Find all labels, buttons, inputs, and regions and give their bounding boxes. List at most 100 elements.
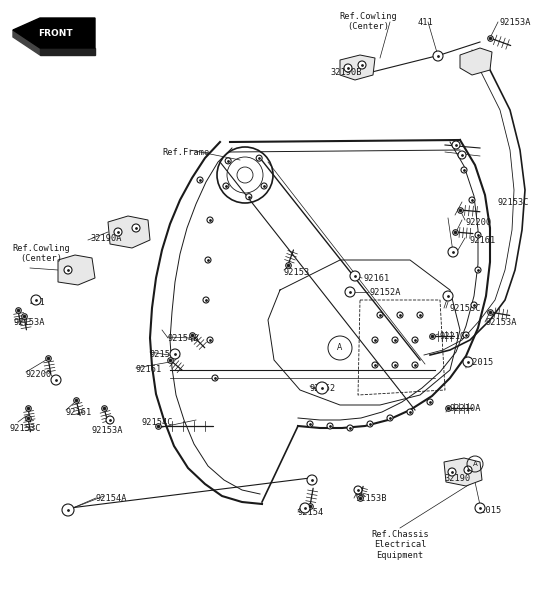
Text: 92153C: 92153C — [449, 304, 480, 313]
Polygon shape — [13, 30, 40, 55]
Text: 92200: 92200 — [466, 218, 492, 227]
Text: 92153A: 92153A — [14, 318, 46, 327]
Circle shape — [372, 337, 378, 343]
Circle shape — [114, 228, 122, 236]
Circle shape — [448, 247, 458, 257]
Circle shape — [463, 332, 469, 338]
Circle shape — [469, 197, 475, 203]
Polygon shape — [460, 48, 492, 75]
Text: A: A — [473, 461, 478, 467]
Circle shape — [448, 468, 456, 476]
Polygon shape — [58, 255, 95, 285]
Text: Ref.Cowling
(Center): Ref.Cowling (Center) — [339, 12, 397, 31]
Text: 92153C: 92153C — [497, 198, 528, 207]
Circle shape — [51, 375, 61, 385]
Text: A: A — [338, 343, 343, 352]
Text: 92152A: 92152A — [370, 288, 402, 297]
Circle shape — [407, 409, 413, 415]
Circle shape — [464, 466, 472, 474]
Text: 92152: 92152 — [310, 384, 336, 393]
Text: 32190B: 32190B — [330, 68, 362, 77]
Polygon shape — [444, 458, 482, 486]
Circle shape — [261, 183, 267, 189]
Circle shape — [433, 51, 443, 61]
Text: Ref.Chassis
Electrical
Equipment: Ref.Chassis Electrical Equipment — [371, 530, 429, 560]
Circle shape — [300, 503, 310, 513]
Circle shape — [417, 312, 423, 318]
Circle shape — [412, 337, 418, 343]
Text: 92161: 92161 — [136, 365, 162, 374]
Circle shape — [307, 421, 313, 427]
Circle shape — [427, 399, 433, 405]
Text: 32190A: 32190A — [90, 234, 122, 243]
Text: 92015: 92015 — [476, 506, 502, 515]
Text: 92210: 92210 — [440, 332, 466, 341]
Circle shape — [345, 287, 355, 297]
Circle shape — [358, 61, 366, 69]
Text: 92161: 92161 — [66, 408, 92, 417]
Text: 92200: 92200 — [26, 370, 52, 379]
Circle shape — [327, 423, 333, 429]
Text: 92154B: 92154B — [168, 334, 200, 343]
Text: 92153A: 92153A — [92, 426, 123, 435]
Circle shape — [31, 295, 41, 305]
Circle shape — [372, 362, 378, 368]
Text: 92210A: 92210A — [450, 404, 482, 413]
Circle shape — [475, 232, 481, 238]
Text: 92153C: 92153C — [10, 424, 41, 433]
Text: 411: 411 — [30, 298, 46, 307]
Circle shape — [223, 183, 229, 189]
Circle shape — [207, 337, 213, 343]
Text: 32190: 32190 — [444, 474, 470, 483]
Circle shape — [458, 151, 466, 159]
Text: 92161: 92161 — [363, 274, 389, 283]
Circle shape — [246, 194, 252, 200]
Text: 92153A: 92153A — [500, 18, 532, 27]
Circle shape — [62, 504, 74, 516]
Text: 92152A: 92152A — [150, 350, 181, 359]
Text: 92161: 92161 — [469, 236, 496, 245]
Text: 92154C: 92154C — [142, 418, 174, 427]
Text: 92153A: 92153A — [485, 318, 517, 327]
Text: FRONT: FRONT — [38, 28, 73, 37]
Circle shape — [350, 271, 360, 281]
Circle shape — [392, 337, 398, 343]
Circle shape — [397, 312, 403, 318]
Circle shape — [256, 155, 262, 161]
Circle shape — [132, 224, 140, 232]
Circle shape — [316, 382, 328, 394]
Text: 92015: 92015 — [468, 358, 494, 367]
Text: Ref.Frame: Ref.Frame — [162, 148, 209, 157]
Circle shape — [443, 291, 453, 301]
Polygon shape — [13, 18, 95, 48]
Circle shape — [387, 415, 393, 421]
Polygon shape — [108, 216, 150, 248]
Circle shape — [471, 302, 477, 308]
Text: 92153: 92153 — [284, 268, 310, 277]
Circle shape — [225, 158, 231, 164]
Circle shape — [197, 177, 203, 183]
Text: 92154: 92154 — [298, 508, 324, 517]
Circle shape — [212, 375, 218, 381]
Circle shape — [106, 416, 114, 424]
Circle shape — [377, 312, 383, 318]
Circle shape — [203, 297, 209, 303]
Text: Ref.Cowling
(Center): Ref.Cowling (Center) — [12, 244, 70, 263]
Circle shape — [170, 349, 180, 359]
Circle shape — [207, 217, 213, 223]
Text: 411: 411 — [417, 18, 433, 27]
Text: 92154A: 92154A — [96, 494, 127, 503]
Circle shape — [463, 357, 473, 367]
Text: 92153B: 92153B — [356, 494, 387, 503]
Circle shape — [205, 257, 211, 263]
Circle shape — [452, 141, 460, 149]
Circle shape — [344, 64, 352, 72]
Circle shape — [354, 486, 362, 494]
Circle shape — [475, 267, 481, 273]
Circle shape — [461, 167, 467, 173]
Circle shape — [412, 362, 418, 368]
Polygon shape — [340, 55, 375, 80]
Circle shape — [307, 475, 317, 485]
Circle shape — [475, 503, 485, 513]
Circle shape — [367, 421, 373, 427]
